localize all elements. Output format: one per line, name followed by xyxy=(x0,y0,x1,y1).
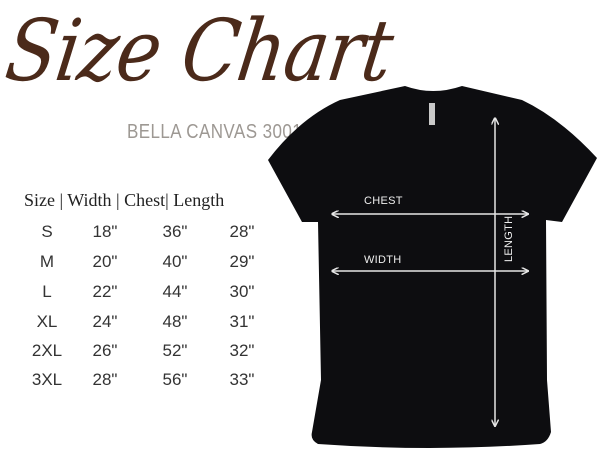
chest-cell: 36" xyxy=(162,222,188,241)
neck-label xyxy=(429,103,435,125)
length-cell: 32" xyxy=(229,341,255,360)
size-cell: S xyxy=(41,222,53,241)
length-label: LENGTH xyxy=(503,216,515,262)
width-label: WIDTH xyxy=(364,254,402,266)
width-cell: 26" xyxy=(92,341,118,360)
tshirt-shape xyxy=(268,86,597,448)
length-cell: 33" xyxy=(229,370,255,389)
width-cell: 28" xyxy=(92,370,118,389)
chest-cell: 56" xyxy=(162,370,188,389)
chest-cell: 40" xyxy=(162,252,188,271)
chest-cell: 52" xyxy=(162,341,188,360)
table-row: S 18" 36" 28" xyxy=(0,222,290,246)
length-cell: 28" xyxy=(229,222,255,241)
chest-cell: 44" xyxy=(162,282,188,301)
subtitle: BELLA CANVAS 3001 xyxy=(127,121,303,143)
size-cell: XL xyxy=(36,312,58,331)
size-cell: L xyxy=(42,282,52,301)
size-cell: M xyxy=(39,252,55,271)
table-row: XL 24" 48" 31" xyxy=(0,312,290,336)
width-cell: 24" xyxy=(92,312,118,331)
table-row: 3XL 28" 56" 33" xyxy=(0,370,290,394)
width-cell: 20" xyxy=(92,252,118,271)
table-row: 2XL 26" 52" 32" xyxy=(0,341,290,365)
width-cell: 22" xyxy=(92,282,118,301)
length-cell: 31" xyxy=(229,312,255,331)
chest-label: CHEST xyxy=(364,195,403,207)
length-cell: 30" xyxy=(229,282,255,301)
table-row: L 22" 44" 30" xyxy=(0,282,290,306)
size-cell: 2XL xyxy=(31,341,63,360)
table-header: Size | Width | Chest| Length xyxy=(24,190,225,210)
table-row: M 20" 40" 29" xyxy=(0,252,290,276)
width-cell: 18" xyxy=(92,222,118,241)
size-cell: 3XL xyxy=(31,370,63,389)
length-cell: 29" xyxy=(229,252,255,271)
chest-cell: 48" xyxy=(162,312,188,331)
